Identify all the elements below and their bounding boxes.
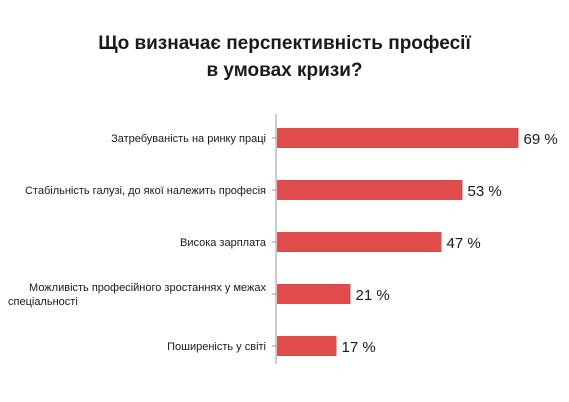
- category-label: Висока зарплата: [180, 237, 267, 249]
- bar-4: [277, 284, 351, 304]
- chart-title-line-2: в умовах кризи?: [206, 60, 363, 81]
- category-label: Можливість професійного зростаннях у меж…: [29, 282, 266, 294]
- bar-value-label: 53 %: [468, 183, 502, 200]
- category-label: Затребуваність на ринку праці: [111, 133, 266, 145]
- bar-5: [277, 336, 337, 356]
- bar-value-label: 17 %: [342, 339, 376, 356]
- bar-value-label: 69 %: [524, 131, 558, 148]
- category-label: спеціальності: [8, 296, 78, 308]
- category-label: Поширеність у світі: [167, 341, 266, 353]
- bar-value-label: 47 %: [447, 235, 481, 252]
- bar-value-label: 21 %: [356, 287, 390, 304]
- bar-1: [277, 128, 519, 148]
- category-label: Стабільність галузі, до якої належить пр…: [25, 185, 266, 197]
- bar-3: [277, 232, 442, 252]
- bar-2: [277, 180, 463, 200]
- chart-title-line-1: Що визначає перспективність професії: [98, 33, 471, 54]
